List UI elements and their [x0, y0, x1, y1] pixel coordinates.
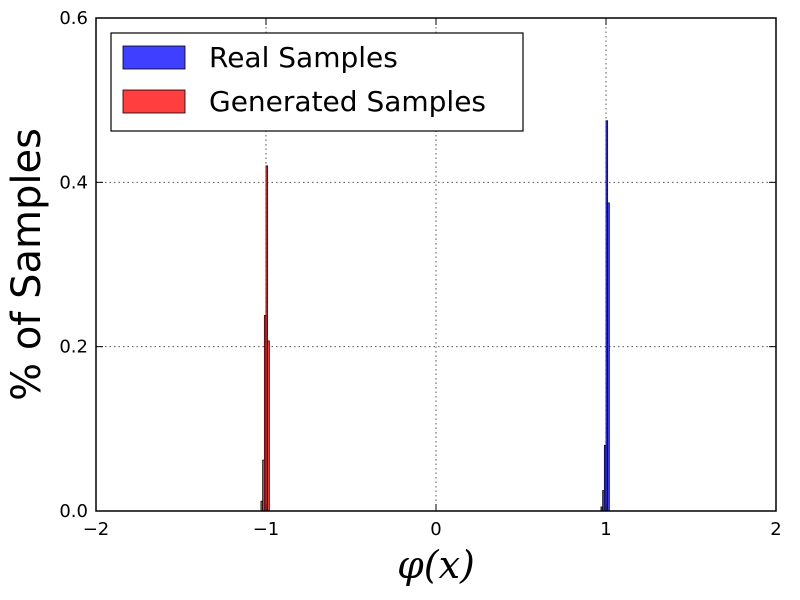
bar-generated [267, 340, 270, 512]
legend-label-generated: Generated Samples [209, 85, 486, 118]
y-tick-label: 0.0 [59, 501, 88, 522]
x-tick-label: 0 [430, 519, 441, 540]
axis-ticks: −2 −1 0 1 2 0.0 0.2 0.4 0.6 [59, 8, 781, 540]
bar-real [607, 202, 610, 512]
legend: Real Samples Generated Samples [110, 32, 524, 132]
y-tick-label: 0.6 [59, 8, 88, 29]
x-tick-label: −1 [253, 519, 280, 540]
y-tick-label: 0.4 [59, 172, 88, 193]
x-tick-label: 1 [600, 519, 611, 540]
y-axis-label: % of Samples [4, 128, 50, 401]
histogram-bars [260, 120, 610, 512]
x-tick-label: −2 [83, 519, 110, 540]
legend-swatch-real [122, 45, 186, 70]
y-tick-label: 0.2 [59, 337, 88, 358]
x-axis-label: φ(x) [397, 543, 475, 587]
legend-label-real: Real Samples [209, 41, 398, 74]
legend-swatch-generated [122, 89, 186, 114]
x-tick-label: 2 [770, 519, 781, 540]
